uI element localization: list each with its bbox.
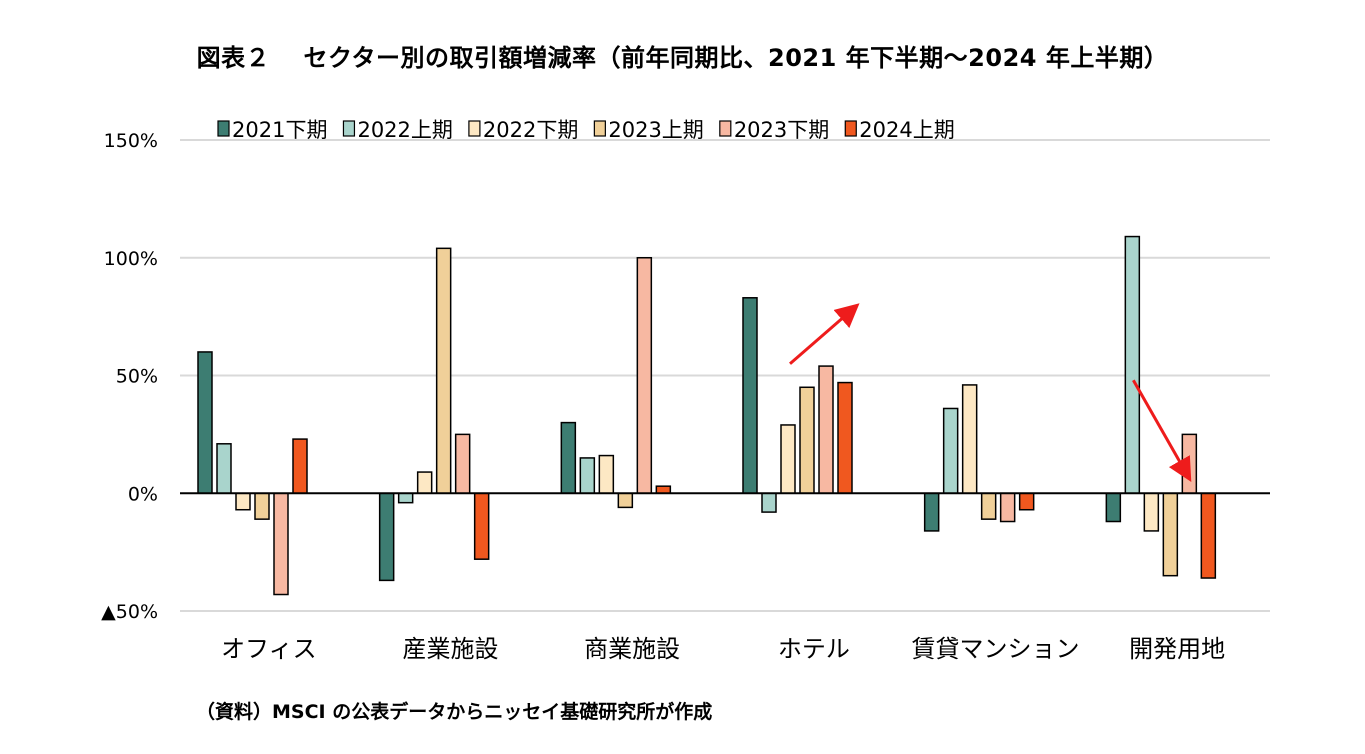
bar [742, 297, 758, 494]
bar [980, 492, 997, 520]
bar [378, 492, 395, 582]
legend-label: 2021下期 [232, 118, 327, 142]
bar [292, 438, 308, 494]
bar [235, 492, 251, 511]
category-label: 商業施設 [584, 635, 680, 663]
bar [197, 351, 213, 495]
legend-swatch [217, 120, 230, 137]
legend-swatch [593, 120, 606, 137]
bar [1124, 235, 1141, 494]
bar [454, 433, 471, 494]
trend-arrow [1132, 379, 1192, 482]
bar [435, 247, 452, 494]
category-label: ホテル [778, 635, 850, 663]
chart-title: 図表２ セクター別の取引額増減率（前年同期比、2021 年下半期～2024 年上… [196, 44, 1169, 72]
category-label: オフィス [221, 635, 317, 663]
legend-label: 2024上期 [859, 118, 954, 142]
bar [780, 424, 796, 494]
y-tick-label: 100% [104, 248, 158, 270]
bar [579, 457, 596, 494]
y-tick-label: 150% [104, 130, 158, 152]
legend-swatch [844, 120, 857, 137]
source-note: （資料）MSCI の公表データからニッセイ基礎研究所が作成 [196, 701, 713, 723]
bar [799, 386, 815, 494]
bar [655, 485, 672, 494]
bar [617, 492, 634, 509]
gridlines [180, 139, 1270, 612]
category-labels: オフィス 産業施設 商業施設 ホテル 賃貸マンション 開発用地 [221, 635, 1225, 663]
bar [923, 492, 940, 532]
legend-swatch [468, 120, 481, 137]
trend-arrows [789, 303, 1192, 482]
category-label: 賃貸マンション [912, 635, 1080, 663]
bar [416, 471, 433, 494]
bar [598, 454, 615, 495]
legend-label: 2023下期 [734, 118, 829, 142]
bars [197, 235, 1217, 596]
legend-label: 2022上期 [357, 118, 452, 142]
legend-label: 2023上期 [608, 118, 703, 142]
trend-arrow [789, 303, 860, 365]
bar [560, 421, 577, 495]
bar [1200, 492, 1217, 579]
bar [961, 384, 978, 495]
bar [216, 443, 232, 495]
y-tick-label: 50% [116, 366, 158, 388]
bar [942, 407, 959, 494]
legend: 2021下期 2022上期 2022下期 2023上期 2023下期 2024上期 [217, 118, 955, 142]
legend-swatch [719, 120, 732, 137]
bar [1181, 433, 1198, 494]
bar [636, 257, 653, 494]
bar [818, 365, 834, 494]
bar [1018, 492, 1035, 511]
category-label: 開発用地 [1129, 635, 1225, 663]
bar [254, 492, 270, 520]
bar [1105, 492, 1122, 523]
y-axis-ticks: 150% 100% 50% 0% ▲50% [101, 130, 158, 623]
legend-swatch [342, 120, 356, 137]
y-tick-label: 0% [128, 483, 158, 505]
bar [1143, 492, 1160, 532]
bar [761, 492, 777, 513]
bar [999, 492, 1016, 523]
category-label: 産業施設 [403, 635, 499, 663]
y-tick-label: ▲50% [101, 601, 158, 623]
bar [397, 492, 414, 504]
bar [837, 381, 853, 494]
bar [1162, 492, 1179, 577]
bar [273, 492, 289, 596]
bar-chart: 150% 100% 50% 0% ▲50% オフィス 産業施設 商業施設 ホテル 賃貸マンション… [101, 118, 1270, 663]
bar [473, 492, 490, 560]
legend-label: 2022下期 [483, 118, 578, 142]
